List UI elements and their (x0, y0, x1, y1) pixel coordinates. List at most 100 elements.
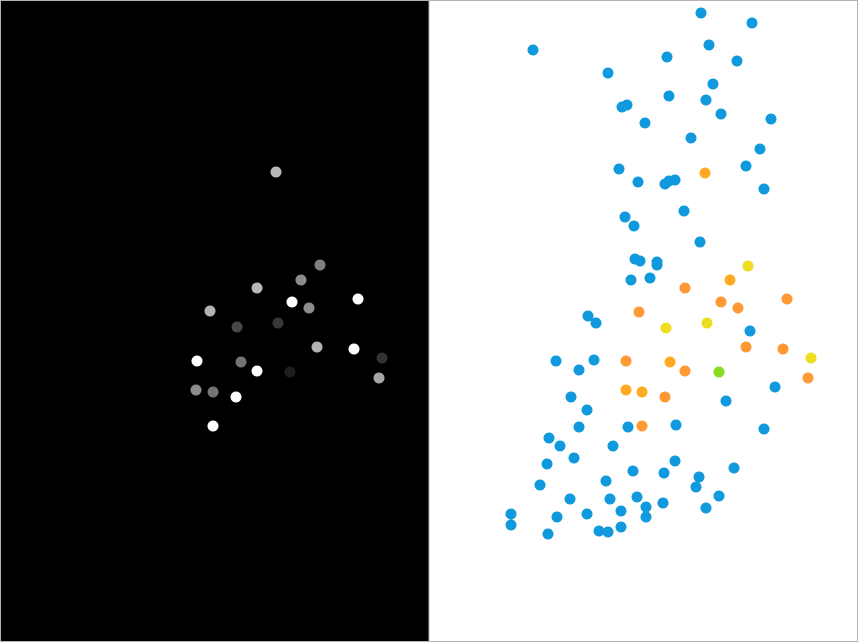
right-scatter-point-blue (639, 117, 651, 129)
right-scatter-point-blue (534, 479, 546, 491)
right-scatter-point-blue (627, 465, 639, 477)
right-scatter-point-blue (613, 163, 625, 175)
right-scatter-point-orange (633, 306, 645, 318)
right-scatter-point-blue (588, 354, 600, 366)
left-scatter-point (348, 343, 360, 355)
right-scatter-point-blue (644, 272, 656, 284)
right-scatter-point-orange (732, 302, 744, 314)
left-scatter-point (352, 293, 364, 305)
right-scatter-point-blue (746, 17, 758, 29)
right-scatter-point-blue (551, 511, 563, 523)
right-scatter-point-blue (565, 391, 577, 403)
right-scatter-point-blue (554, 440, 566, 452)
right-scatter-point-orange (620, 355, 632, 367)
left-scatter-point (231, 321, 243, 333)
right-scatter-point-blue (661, 51, 673, 63)
right-scatter-point-blue (581, 508, 593, 520)
right-scatter-point-orange (679, 282, 691, 294)
right-scatter-point-blue (758, 423, 770, 435)
right-scatter-point-blue (713, 490, 725, 502)
right-scatter-point-amber (724, 274, 736, 286)
right-scatter-point-blue (593, 525, 605, 537)
right-scatter-point-blue (720, 395, 732, 407)
left-scatter-point (191, 355, 203, 367)
right-scatter-point-blue (632, 176, 644, 188)
right-scatter-point-blue (640, 501, 652, 513)
left-scatter-point (286, 296, 298, 308)
left-panel-background (0, 0, 429, 642)
right-scatter-point-blue (619, 211, 631, 223)
right-scatter-point-blue (581, 404, 593, 416)
right-scatter-point-blue (769, 381, 781, 393)
right-scatter-point-blue (695, 7, 707, 19)
right-scatter-point-blue (622, 421, 634, 433)
left-scatter-point (230, 391, 242, 403)
right-scatter-point-blue (728, 462, 740, 474)
right-scatter-point-blue (658, 467, 670, 479)
right-scatter-point-orange (659, 391, 671, 403)
left-scatter-point (190, 384, 202, 396)
right-scatter-point-yellow (701, 317, 713, 329)
left-scatter-point (373, 372, 385, 384)
right-scatter-point-blue (765, 113, 777, 125)
right-scatter-point-green (713, 366, 725, 378)
right-scatter-point-blue (678, 205, 690, 217)
right-scatter-point-orange (740, 341, 752, 353)
right-scatter-point-blue (758, 183, 770, 195)
right-scatter-point-orange (781, 293, 793, 305)
right-scatter-point-blue (693, 471, 705, 483)
right-scatter-point-blue (651, 259, 663, 271)
right-scatter-point-blue (541, 458, 553, 470)
right-scatter-point-blue (564, 493, 576, 505)
right-scatter-point-blue (590, 317, 602, 329)
left-scatter-point (204, 305, 216, 317)
right-scatter-point-blue (607, 440, 619, 452)
left-panel-points (190, 166, 388, 432)
right-scatter-point-blue (505, 519, 517, 531)
right-scatter-point-blue (615, 521, 627, 533)
right-scatter-point-blue (628, 220, 640, 232)
left-scatter-point (251, 282, 263, 294)
right-scatter-point-orange (679, 365, 691, 377)
right-scatter-point-blue (740, 160, 752, 172)
right-scatter-point-blue (505, 508, 517, 520)
right-scatter-point-blue (625, 274, 637, 286)
right-scatter-point-blue (700, 502, 712, 514)
right-scatter-point-blue (602, 67, 614, 79)
right-scatter-point-blue (543, 432, 555, 444)
right-scatter-point-blue (703, 39, 715, 51)
left-scatter-point (272, 317, 284, 329)
right-scatter-point-blue (582, 310, 594, 322)
right-scatter-point-blue (616, 101, 628, 113)
right-scatter-point-blue (694, 236, 706, 248)
right-scatter-point-blue (573, 421, 585, 433)
right-scatter-point-blue (685, 132, 697, 144)
right-scatter-point-blue (744, 325, 756, 337)
right-scatter-point-blue (640, 511, 652, 523)
right-scatter-point-blue (573, 364, 585, 376)
right-scatter-point-blue (700, 94, 712, 106)
right-scatter-point-blue (731, 55, 743, 67)
right-scatter-point-blue (663, 90, 675, 102)
left-scatter-point (376, 352, 388, 364)
right-scatter-point-orange (636, 420, 648, 432)
right-scatter-point-amber (664, 356, 676, 368)
left-scatter-point (251, 365, 263, 377)
left-scatter-point (284, 366, 296, 378)
left-scatter-point (207, 386, 219, 398)
right-scatter-point-yellow (805, 352, 817, 364)
right-scatter-point-blue (670, 419, 682, 431)
left-scatter-point (235, 356, 247, 368)
right-scatter-point-blue (634, 255, 646, 267)
right-scatter-point-blue (604, 493, 616, 505)
right-scatter-point-blue (542, 528, 554, 540)
right-scatter-point-blue (527, 44, 539, 56)
left-scatter-point (303, 302, 315, 314)
right-scatter-point-blue (707, 78, 719, 90)
right-scatter-point-blue (657, 497, 669, 509)
right-scatter-point-blue (669, 455, 681, 467)
right-scatter-point-amber (620, 384, 632, 396)
right-scatter-point-amber (699, 167, 711, 179)
